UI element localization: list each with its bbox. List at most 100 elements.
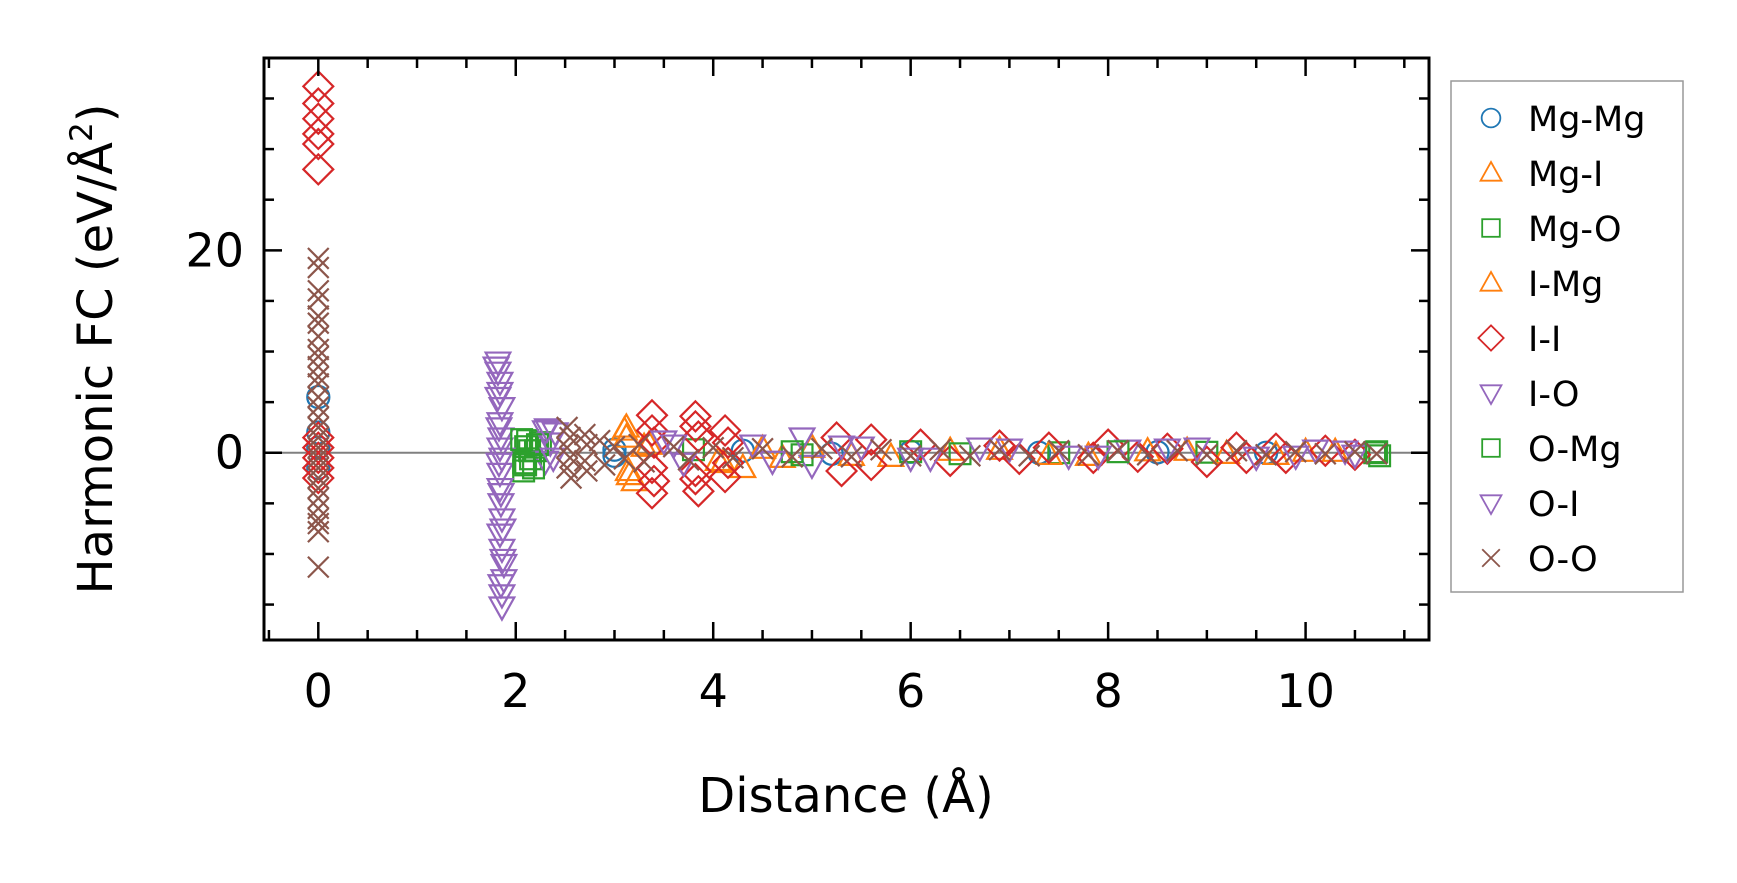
y-axis-title-main: Harmonic FC (eV/Å xyxy=(67,142,124,595)
legend-label: O-Mg xyxy=(1528,430,1622,470)
legend-item-o-mg: O-Mg xyxy=(1481,430,1622,470)
legend: Mg-Mg Mg-I Mg-O I-Mg I-I I-O O-Mg O-I O-O xyxy=(1450,80,1684,593)
marker-i-i xyxy=(854,423,888,457)
marker-o-i xyxy=(488,548,518,575)
axis-ticks xyxy=(264,58,1429,640)
marker-o-o xyxy=(307,436,330,459)
x-tick-label: 4 xyxy=(699,664,728,718)
marker-o-i xyxy=(659,434,688,460)
legend-marker-i-i xyxy=(1477,324,1505,352)
marker-i-i xyxy=(825,454,859,488)
x-tick-label: 0 xyxy=(304,664,333,718)
marker-o-o xyxy=(662,435,685,458)
legend-label: O-I xyxy=(1528,485,1579,525)
marker-o-i xyxy=(758,450,787,477)
marker-i-mg xyxy=(1212,438,1241,464)
x-tick-label: 6 xyxy=(896,664,925,718)
marker-o-o xyxy=(1136,443,1159,466)
marker-i-o xyxy=(1054,445,1083,472)
marker-o-o xyxy=(307,406,330,429)
marker-o-i xyxy=(488,518,518,544)
marker-o-o xyxy=(1195,443,1219,466)
marker-o-o xyxy=(1077,443,1100,466)
legend-marker-o-o xyxy=(1481,548,1501,568)
marker-i-i xyxy=(301,117,335,151)
y-axis-title: Harmonic FC (eV/Å2) xyxy=(64,104,124,595)
marker-i-i xyxy=(1002,442,1036,476)
legend-item-i-i: I-I xyxy=(1477,320,1561,360)
marker-o-o xyxy=(1343,440,1367,463)
marker-i-o xyxy=(486,493,516,519)
marker-o-o xyxy=(1314,442,1337,465)
tick-labels: 0 2 4 6 8 10 0 20 xyxy=(185,223,1334,718)
marker-i-i xyxy=(681,474,715,508)
marker-i-i xyxy=(301,441,335,475)
marker-i-i xyxy=(1032,431,1066,465)
marker-o-o xyxy=(307,396,330,419)
marker-o-o xyxy=(721,446,745,469)
plot-frame xyxy=(262,56,1431,642)
marker-o-o xyxy=(751,437,774,460)
legend-marker-i-o xyxy=(1479,384,1503,406)
legend-label: O-O xyxy=(1528,540,1598,580)
marker-o-o xyxy=(1106,439,1130,462)
marker-i-i xyxy=(708,460,742,494)
marker-i-i xyxy=(301,69,335,103)
marker-o-i xyxy=(533,418,562,444)
marker-o-i xyxy=(896,447,925,474)
marker-i-o xyxy=(787,427,817,453)
marker-o-o xyxy=(307,416,330,439)
marker-i-o xyxy=(531,450,560,477)
legend-marker-mg-i xyxy=(1479,160,1503,182)
marker-o-o xyxy=(307,426,330,449)
marker-o-o xyxy=(929,438,952,461)
legend-item-i-o: I-O xyxy=(1479,375,1579,415)
marker-i-o xyxy=(485,462,515,489)
marker-i-o xyxy=(489,553,519,580)
legend-label: I-O xyxy=(1528,375,1579,415)
marker-o-mg xyxy=(522,456,546,480)
marker-o-o xyxy=(307,287,330,311)
marker-i-i xyxy=(708,413,742,447)
legend-marker-mg-mg xyxy=(1480,107,1502,129)
marker-o-o xyxy=(1284,440,1307,463)
marker-o-o xyxy=(603,435,626,458)
marker-o-i xyxy=(1153,438,1182,464)
svg-text:Harmonic FC (eV/Å2): Harmonic FC (eV/Å2) xyxy=(64,104,124,595)
legend-label: Mg-I xyxy=(1528,155,1603,195)
marker-i-o xyxy=(738,434,767,460)
marker-o-mg xyxy=(525,433,549,457)
marker-o-o xyxy=(1017,444,1041,467)
marker-o-o xyxy=(307,487,330,510)
marker-i-o xyxy=(485,477,515,504)
marker-mg-i xyxy=(985,434,1014,460)
marker-o-o xyxy=(781,445,804,468)
marker-i-i xyxy=(301,451,335,485)
marker-mg-i xyxy=(728,452,758,479)
y-tick-label: 0 xyxy=(215,426,244,480)
marker-o-o xyxy=(307,476,330,500)
legend-item-i-mg: I-Mg xyxy=(1479,265,1603,305)
marker-o-o xyxy=(869,438,893,461)
legend-item-o-o: O-O xyxy=(1481,540,1598,580)
marker-o-o xyxy=(559,466,583,490)
marker-i-o xyxy=(485,412,515,438)
marker-i-i xyxy=(933,444,967,478)
marker-i-i xyxy=(711,426,745,460)
marker-o-o xyxy=(307,365,330,389)
marker-o-o xyxy=(573,423,597,446)
marker-o-o xyxy=(307,520,330,543)
marker-o-i xyxy=(965,437,995,463)
marker-i-i xyxy=(637,464,671,498)
marker-i-i xyxy=(820,421,854,455)
marker-i-o xyxy=(1301,439,1330,465)
plot-area xyxy=(264,58,1429,640)
marker-o-o xyxy=(988,438,1011,461)
legend-item-mg-mg: Mg-Mg xyxy=(1480,100,1645,140)
marker-i-i xyxy=(635,476,669,510)
marker-o-o xyxy=(810,437,833,460)
x-tick-label: 8 xyxy=(1093,664,1122,718)
marker-mg-i xyxy=(615,459,644,486)
legend-item-mg-i: Mg-I xyxy=(1479,155,1603,195)
marker-o-i xyxy=(486,574,516,600)
